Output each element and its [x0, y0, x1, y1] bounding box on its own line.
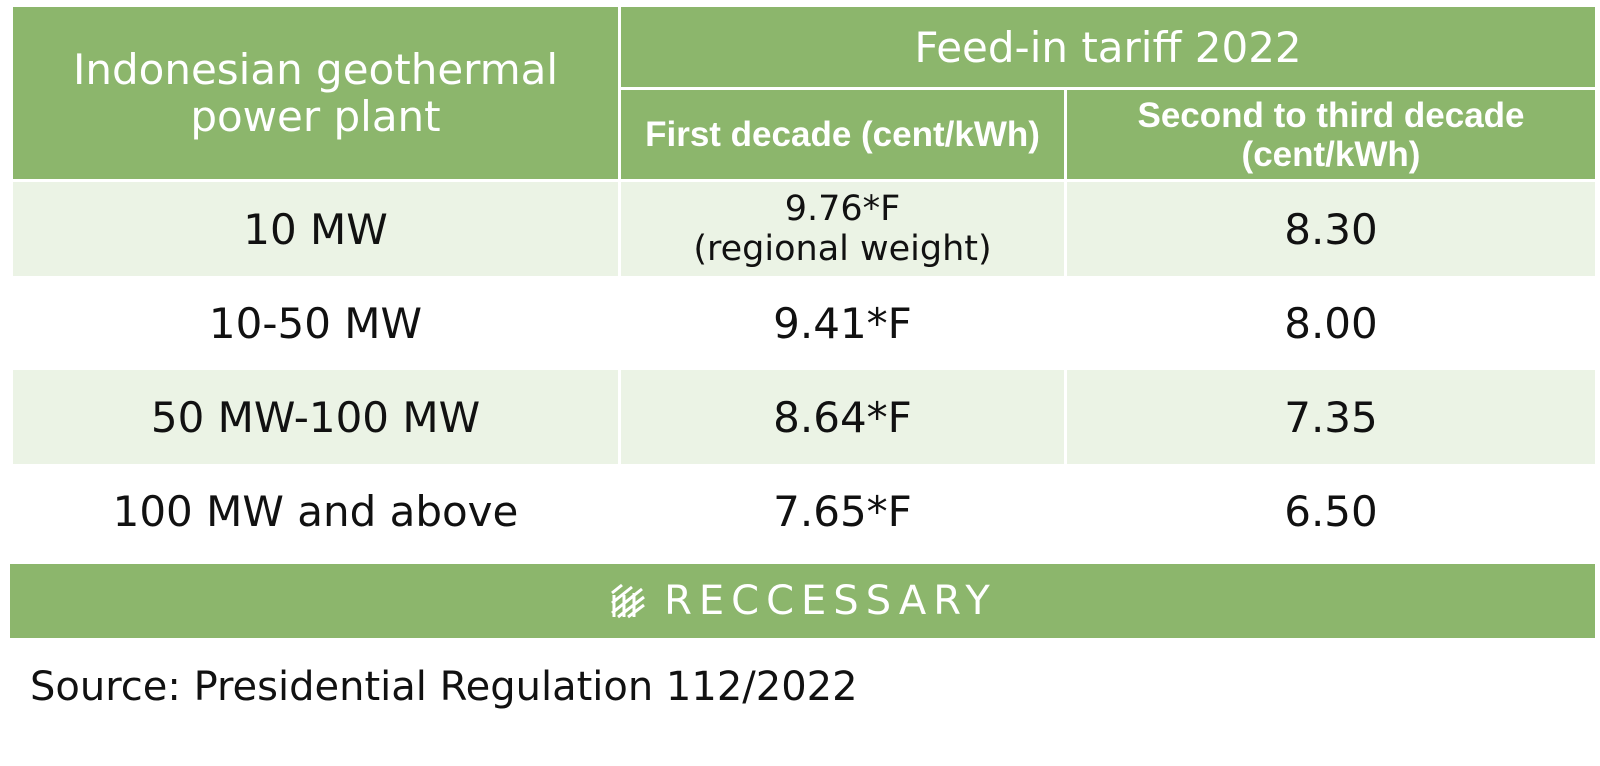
- second-third-decade-cell: 6.50: [1064, 464, 1598, 558]
- table-row: 100 MW and above 7.65*F 6.50: [10, 464, 1598, 558]
- table-row: 10-50 MW 9.41*F 8.00: [10, 276, 1598, 370]
- first-decade-cell: 9.41*F: [618, 276, 1067, 370]
- table-row: 10 MW 9.76*F (regional weight) 8.30: [10, 180, 1598, 276]
- first-decade-cell: 9.76*F (regional weight): [618, 180, 1067, 276]
- capacity-cell: 50 MW-100 MW: [10, 370, 621, 464]
- first-decade-cell: 7.65*F: [618, 464, 1067, 558]
- header-plant-type: Indonesian geothermal power plant: [10, 4, 621, 182]
- capacity-cell: 100 MW and above: [10, 464, 621, 558]
- capacity-cell: 10-50 MW: [10, 276, 621, 370]
- second-third-decade-cell: 8.00: [1064, 276, 1598, 370]
- source-note: Source: Presidential Regulation 112/2022: [30, 664, 858, 710]
- header-second-third-decade-label: Second to third decade: [1137, 95, 1525, 135]
- brand-name: RECCESSARY: [664, 578, 997, 624]
- capacity-cell: 10 MW: [10, 180, 621, 276]
- table-row: 50 MW-100 MW 8.64*F 7.35: [10, 370, 1598, 464]
- second-third-decade-cell: 8.30: [1064, 180, 1598, 276]
- header-feed-in-tariff: Feed-in tariff 2022: [618, 3, 1598, 91]
- tariff-table: Indonesian geothermal power plant Feed-i…: [10, 3, 1598, 558]
- first-decade-note: (regional weight): [693, 229, 992, 269]
- second-third-decade-cell: 7.35: [1064, 370, 1598, 464]
- reccessary-logo-icon: [611, 583, 646, 619]
- first-decade-cell: 8.64*F: [618, 370, 1067, 464]
- header-second-third-decade-unit: (cent/kWh): [1241, 134, 1421, 174]
- brand-footer-bar: RECCESSARY: [10, 564, 1595, 638]
- header-second-third-decade: Second to third decade (cent/kWh): [1064, 87, 1598, 182]
- first-decade-value: 9.76*F: [784, 188, 901, 229]
- tariff-table-container: Indonesian geothermal power plant Feed-i…: [10, 3, 1598, 558]
- header-first-decade: First decade (cent/kWh): [618, 87, 1067, 182]
